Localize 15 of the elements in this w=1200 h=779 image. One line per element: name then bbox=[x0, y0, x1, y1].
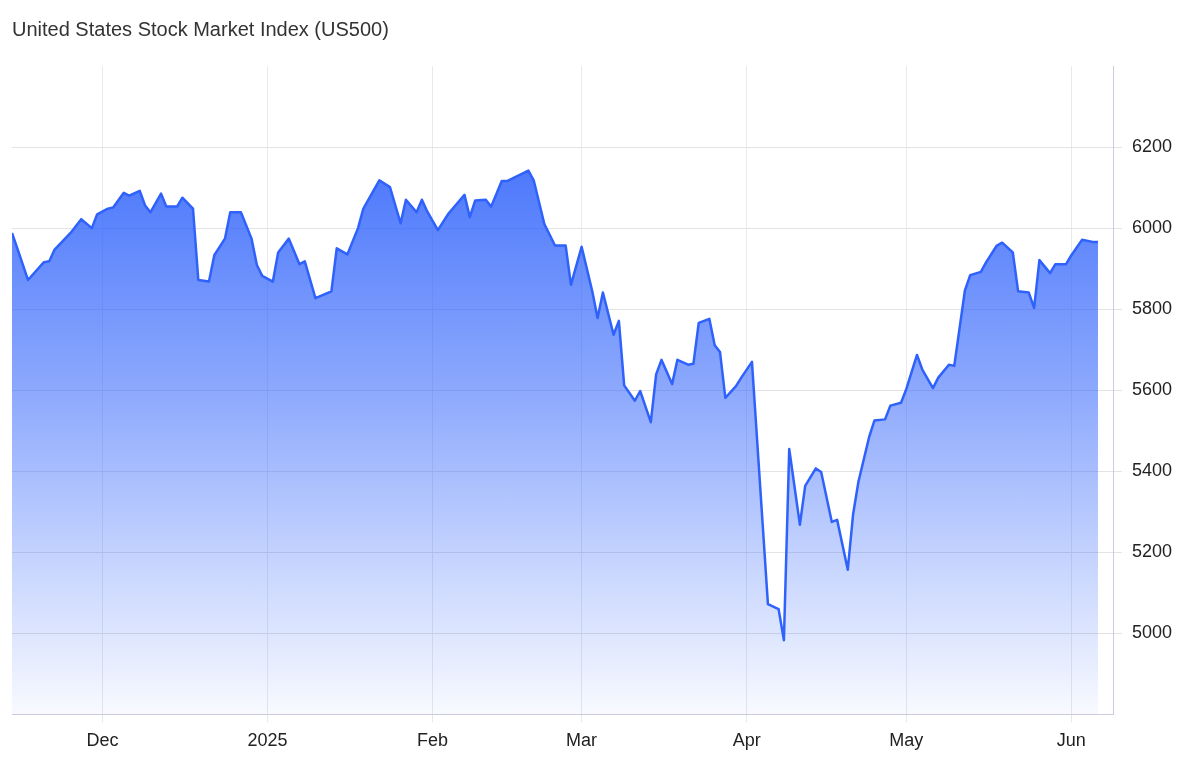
x-tick-label: Apr bbox=[732, 730, 761, 751]
x-tick-label: Feb bbox=[417, 730, 449, 751]
y-tick-label: 5000 bbox=[1131, 622, 1172, 643]
x-tick-label: 2025 bbox=[247, 730, 288, 751]
y-tick-label: 5200 bbox=[1131, 541, 1172, 562]
y-tick-label: 6200 bbox=[1131, 136, 1172, 157]
y-tick-label: 5800 bbox=[1131, 298, 1172, 319]
y-tick-label: 5600 bbox=[1131, 379, 1172, 400]
y-tick-label: 6000 bbox=[1131, 217, 1172, 238]
y-tick-label: 5400 bbox=[1131, 460, 1172, 481]
x-tick-label: Mar bbox=[566, 730, 598, 751]
x-tick-label: Jun bbox=[1056, 730, 1086, 751]
chart-title: United States Stock Market Index (US500) bbox=[12, 17, 389, 40]
x-tick-label: May bbox=[889, 730, 924, 751]
x-tick-label: Dec bbox=[86, 730, 119, 751]
